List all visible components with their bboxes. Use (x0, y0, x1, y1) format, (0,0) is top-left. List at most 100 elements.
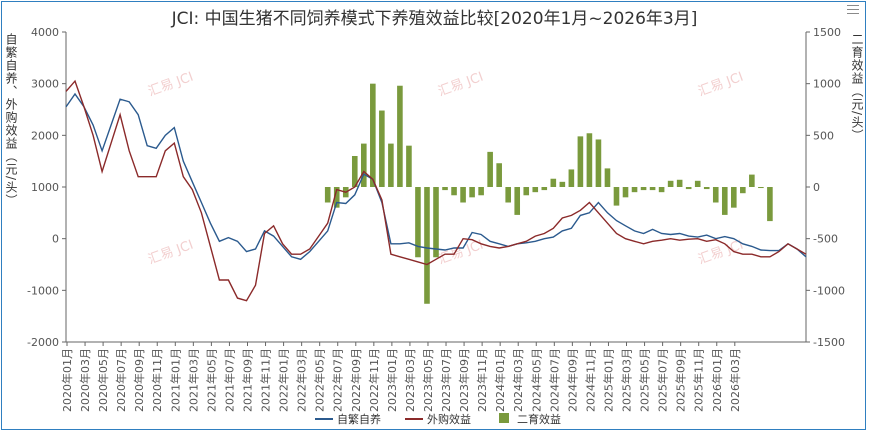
bar-erliyu (351, 156, 358, 187)
menu-icon[interactable] (845, 2, 861, 16)
bar-erliyu (451, 187, 457, 196)
bar-erliyu (667, 180, 674, 187)
y-right-tick-label: 0 (813, 181, 820, 194)
x-tick-label: 2022年03月 (295, 348, 309, 412)
legend-label: 二育效益 (517, 412, 561, 426)
series-line-zifan (65, 92, 807, 261)
y-right-tick-label: -500 (813, 233, 838, 246)
bar-erliyu (595, 139, 602, 187)
x-tick-label: 2025年01月 (601, 348, 615, 412)
bar-erliyu (397, 85, 403, 187)
bar-erliyu (523, 187, 530, 196)
x-tick-label: 2021年01月 (168, 348, 182, 412)
x-tick-label: 2022年11月 (367, 348, 381, 412)
x-tick-label: 2024年03月 (511, 348, 525, 412)
y-left-tick-label: 0 (52, 233, 59, 246)
x-tick-label: 2022年09月 (349, 348, 363, 412)
legend-label: 自繁自养 (337, 412, 381, 426)
x-tick-label: 2025年09月 (674, 348, 688, 412)
x-tick-label: 2026年03月 (728, 348, 742, 412)
bar-erliyu (478, 187, 484, 196)
bar-erliyu (631, 187, 638, 193)
x-tick-label: 2021年07月 (222, 348, 236, 412)
x-tick-label: 2022年01月 (277, 348, 291, 412)
bar-erliyu (333, 187, 340, 208)
x-tick-label: 2020年11月 (150, 348, 164, 412)
x-tick-label: 2020年01月 (60, 348, 74, 412)
y-left-tick-label: 2000 (31, 129, 59, 142)
x-tick-label: 2024年01月 (493, 348, 507, 412)
y-right-tick-label: 500 (813, 129, 834, 142)
x-tick-label: 2021年03月 (186, 348, 200, 412)
y-left-tick-label: 1000 (31, 181, 59, 194)
watermark-text: 汇易 JCI (146, 238, 195, 268)
bar-erliyu (767, 187, 773, 222)
bar-erliyu (388, 143, 394, 187)
bar-erliyu (758, 187, 764, 189)
x-tick-label: 2023年09月 (457, 348, 471, 412)
x-tick-label: 2024年07月 (547, 348, 561, 412)
bar-erliyu (514, 187, 521, 215)
x-tick-label: 2023年03月 (403, 348, 417, 412)
x-tick-label: 2020年05月 (96, 348, 110, 412)
x-tick-label: 2023年11月 (475, 348, 489, 412)
bar-erliyu (694, 180, 701, 187)
bar-erliyu (324, 187, 331, 203)
x-tick-label: 2020年03月 (78, 348, 92, 412)
bar-erliyu (433, 187, 439, 258)
bar-erliyu (568, 169, 575, 187)
x-tick-label: 2025年07月 (656, 348, 670, 412)
bar-erliyu (532, 187, 539, 193)
bar-erliyu (613, 187, 620, 206)
bar-erliyu (604, 168, 611, 187)
bar-erliyu (415, 187, 421, 258)
bar-erliyu (703, 187, 710, 190)
bar-erliyu (541, 187, 548, 191)
bar-erliyu (749, 174, 755, 187)
bar-erliyu (622, 187, 629, 198)
bar-erliyu (550, 178, 557, 187)
x-tick-label: 2026年01月 (710, 348, 724, 412)
bar-erliyu (442, 187, 448, 191)
bar-erliyu (721, 187, 728, 215)
bar-erliyu (731, 187, 737, 208)
x-tick-label: 2020年07月 (114, 348, 128, 412)
x-tick-label: 2020年09月 (132, 348, 146, 412)
y-left-tick-label: -1000 (27, 284, 59, 297)
x-tick-label: 2023年01月 (385, 348, 399, 412)
bar-erliyu (487, 151, 493, 187)
y-left-tick-label: 4000 (31, 26, 59, 39)
bar-erliyu (577, 136, 584, 187)
watermark-text: 汇易 JCI (146, 70, 195, 100)
x-tick-label: 2023年05月 (421, 348, 435, 412)
x-tick-label: 2023年07月 (439, 348, 453, 412)
y-right-tick-label: 1500 (813, 26, 841, 39)
chart-title: JCI: 中国生猪不同饲养模式下养殖效益比较[2020年1月~2026年3月] (171, 9, 698, 29)
watermark-text: 汇易 JCI (696, 70, 745, 100)
x-tick-label: 2021年11月 (259, 348, 273, 412)
bar-erliyu (379, 110, 385, 187)
bar-erliyu (496, 163, 502, 187)
y-left-tick-label: 3000 (31, 78, 59, 91)
x-tick-label: 2022年05月 (313, 348, 327, 412)
bar-erliyu (685, 187, 692, 190)
bar-erliyu (658, 187, 665, 193)
x-tick-label: 2024年05月 (529, 348, 543, 412)
bar-erliyu (424, 187, 430, 304)
x-tick-label: 2024年09月 (565, 348, 579, 412)
bar-erliyu (586, 133, 593, 187)
y-right-tick-label: -1500 (813, 336, 845, 349)
y-axis-left-label: 自繁自养、外购效益（元/头） (4, 33, 18, 208)
bar-erliyu (559, 181, 566, 187)
bar-erliyu (460, 187, 466, 203)
y-right-tick-label: 1000 (813, 78, 841, 91)
y-axis-right-label: 二育效益（元/头） (850, 33, 864, 143)
x-tick-label: 2025年11月 (692, 348, 706, 412)
series-line-waigou (65, 79, 807, 302)
bar-erliyu (361, 143, 367, 187)
bar-erliyu (406, 145, 412, 187)
x-tick-label: 2025年03月 (620, 348, 634, 412)
y-right-tick-label: -1000 (813, 284, 845, 297)
x-tick-label: 2025年05月 (638, 348, 652, 412)
